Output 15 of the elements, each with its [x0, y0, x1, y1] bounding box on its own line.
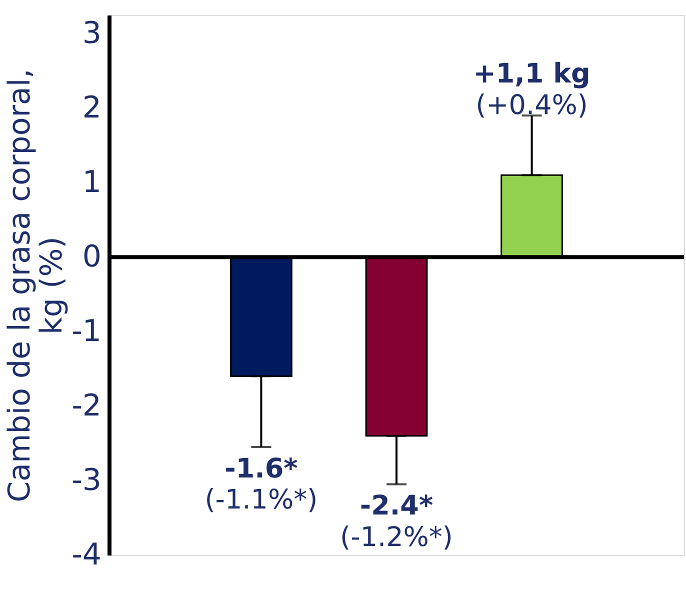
y-tick-label: -1: [72, 314, 102, 350]
annotation: (-1.1%*): [204, 484, 318, 516]
annotation: (-1.2%*): [340, 522, 453, 553]
data-label: +1,1 kg: [473, 58, 590, 90]
y-tick-label: 1: [82, 165, 102, 200]
y-tick-label: 0: [82, 240, 102, 275]
y-tick-label: 3: [82, 16, 102, 52]
y-axis-title: Cambio de la grasa corporal, kg (%): [2, 68, 70, 502]
y-tick-label: 2: [82, 90, 102, 126]
data-label: -1.6*: [224, 453, 298, 484]
y-tick-label: -4: [72, 538, 102, 572]
y-tick-label: -2: [72, 388, 102, 424]
data-label: -2.4*: [360, 490, 434, 522]
y-tick-label: -3: [72, 463, 102, 498]
annotation: (+0.4%): [476, 90, 588, 121]
